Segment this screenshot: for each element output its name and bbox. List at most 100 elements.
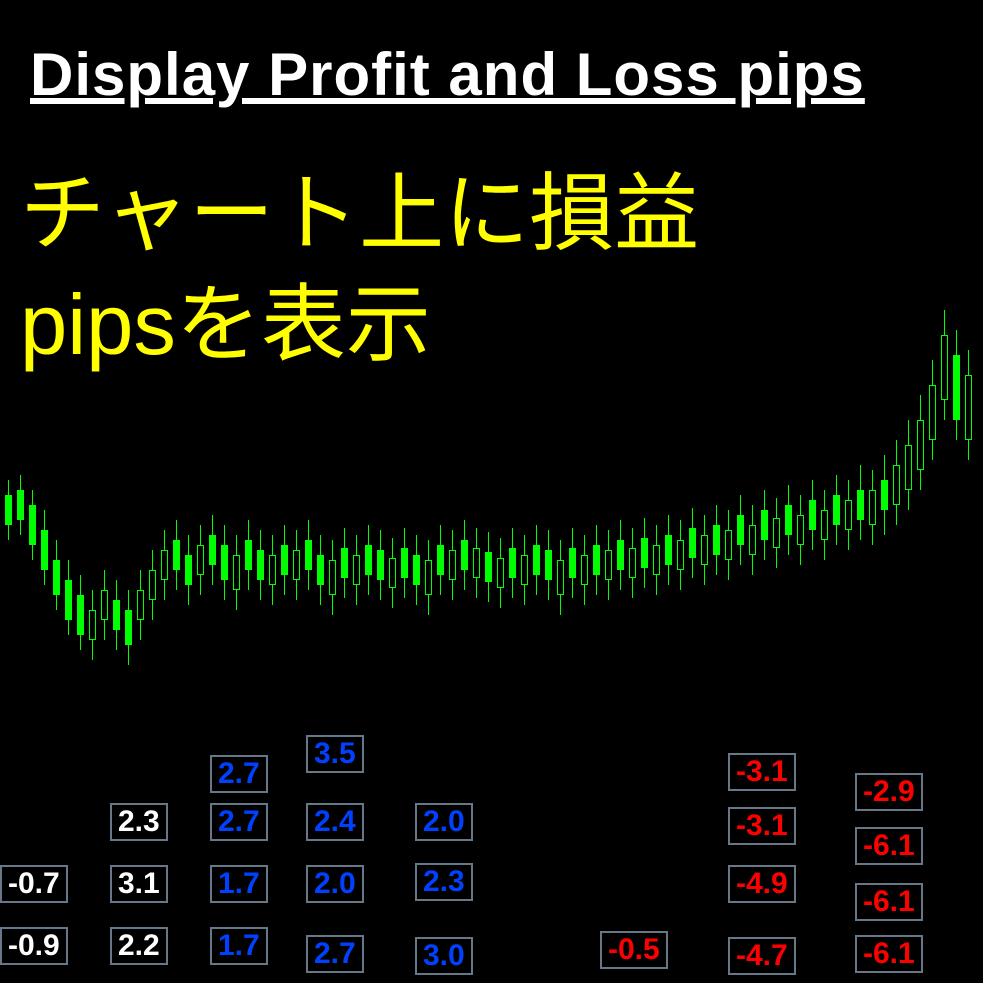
candle — [605, 280, 612, 700]
candle — [113, 280, 120, 700]
pip-label: -6.1 — [855, 883, 923, 921]
candle — [317, 280, 324, 700]
pip-label: 2.3 — [110, 803, 168, 841]
candle — [893, 280, 900, 700]
candle — [485, 280, 492, 700]
candle — [233, 280, 240, 700]
pip-label: -3.1 — [728, 753, 796, 791]
candle — [221, 280, 228, 700]
candle — [53, 280, 60, 700]
pip-label: -4.9 — [728, 865, 796, 903]
candle — [557, 280, 564, 700]
candle — [29, 280, 36, 700]
candle — [581, 280, 588, 700]
pip-label: 2.0 — [415, 803, 473, 841]
pip-label: 3.5 — [306, 735, 364, 773]
candle — [665, 280, 672, 700]
candle — [137, 280, 144, 700]
candle — [509, 280, 516, 700]
candle — [185, 280, 192, 700]
candle — [329, 280, 336, 700]
subtitle-line1: チャート上に損益 — [20, 167, 699, 262]
pip-label: -0.9 — [0, 927, 68, 965]
candle — [785, 280, 792, 700]
pip-label: -0.7 — [0, 865, 68, 903]
candle — [245, 280, 252, 700]
pip-label: 1.7 — [210, 865, 268, 903]
candle — [173, 280, 180, 700]
pip-label: 1.7 — [210, 927, 268, 965]
candle — [677, 280, 684, 700]
candle — [917, 280, 924, 700]
candle — [929, 280, 936, 700]
candle — [425, 280, 432, 700]
candle — [353, 280, 360, 700]
candle — [521, 280, 528, 700]
candlestick-chart — [0, 280, 983, 700]
candle — [617, 280, 624, 700]
candle — [269, 280, 276, 700]
candle — [401, 280, 408, 700]
candle — [5, 280, 12, 700]
candle — [209, 280, 216, 700]
candle — [365, 280, 372, 700]
candle — [17, 280, 24, 700]
candle — [533, 280, 540, 700]
candle — [905, 280, 912, 700]
candle — [857, 280, 864, 700]
candle — [161, 280, 168, 700]
candle — [689, 280, 696, 700]
candle — [281, 280, 288, 700]
candle — [449, 280, 456, 700]
candle — [89, 280, 96, 700]
candle — [761, 280, 768, 700]
candle — [845, 280, 852, 700]
candle — [497, 280, 504, 700]
candle — [773, 280, 780, 700]
candle — [833, 280, 840, 700]
page-title: Display Profit and Loss pips — [30, 40, 865, 109]
candle — [725, 280, 732, 700]
pip-label: 2.2 — [110, 927, 168, 965]
candle — [569, 280, 576, 700]
pip-label: 2.7 — [306, 935, 364, 973]
candle — [77, 280, 84, 700]
candle — [629, 280, 636, 700]
pip-label: -0.5 — [600, 931, 668, 969]
candle — [437, 280, 444, 700]
candle — [125, 280, 132, 700]
candle — [461, 280, 468, 700]
candle — [341, 280, 348, 700]
candle — [257, 280, 264, 700]
pip-label: -6.1 — [855, 935, 923, 973]
candle — [101, 280, 108, 700]
pip-label: 2.0 — [306, 865, 364, 903]
candle — [593, 280, 600, 700]
pip-label: -4.7 — [728, 937, 796, 975]
candle — [473, 280, 480, 700]
candle — [737, 280, 744, 700]
candle — [869, 280, 876, 700]
pip-label: -3.1 — [728, 807, 796, 845]
candle — [377, 280, 384, 700]
candle — [545, 280, 552, 700]
pip-label: 3.1 — [110, 865, 168, 903]
pip-label: -2.9 — [855, 773, 923, 811]
pips-labels-area: 3.5 2.7 -3.1 -2.9 2.3 2.7 2.4 2.0 -3.1 -6.1 -0.7 3.… — [0, 735, 983, 983]
pip-label: 2.7 — [210, 803, 268, 841]
candle — [821, 280, 828, 700]
candle — [65, 280, 72, 700]
candle — [701, 280, 708, 700]
candle — [293, 280, 300, 700]
candle — [41, 280, 48, 700]
candle — [881, 280, 888, 700]
candle — [749, 280, 756, 700]
pip-label: -6.1 — [855, 827, 923, 865]
candle — [713, 280, 720, 700]
candle — [965, 280, 972, 700]
pip-label: 2.3 — [415, 863, 473, 901]
candle — [389, 280, 396, 700]
candle — [809, 280, 816, 700]
pip-label: 2.4 — [306, 803, 364, 841]
candle — [653, 280, 660, 700]
